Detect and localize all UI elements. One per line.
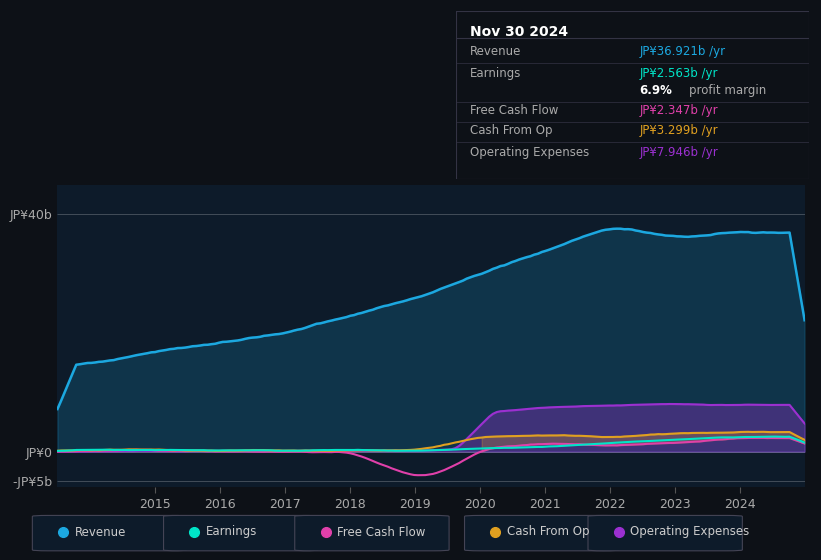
Text: Free Cash Flow: Free Cash Flow: [470, 104, 558, 117]
Text: JP¥2.563b /yr: JP¥2.563b /yr: [640, 67, 718, 80]
FancyBboxPatch shape: [295, 515, 449, 551]
Text: Revenue: Revenue: [470, 45, 521, 58]
Text: Cash From Op: Cash From Op: [507, 525, 589, 539]
Text: 6.9%: 6.9%: [640, 83, 672, 97]
Text: Earnings: Earnings: [470, 67, 521, 80]
Text: JP¥3.299b /yr: JP¥3.299b /yr: [640, 124, 718, 137]
Text: Operating Expenses: Operating Expenses: [631, 525, 750, 539]
FancyBboxPatch shape: [588, 515, 742, 551]
Text: JP¥7.946b /yr: JP¥7.946b /yr: [640, 146, 718, 159]
Text: Nov 30 2024: Nov 30 2024: [470, 25, 568, 39]
Text: Cash From Op: Cash From Op: [470, 124, 553, 137]
FancyBboxPatch shape: [32, 515, 186, 551]
FancyBboxPatch shape: [163, 515, 318, 551]
Text: JP¥2.347b /yr: JP¥2.347b /yr: [640, 104, 718, 117]
Text: profit margin: profit margin: [689, 83, 766, 97]
FancyBboxPatch shape: [465, 515, 619, 551]
Text: Revenue: Revenue: [75, 525, 126, 539]
Text: Operating Expenses: Operating Expenses: [470, 146, 589, 159]
Text: JP¥36.921b /yr: JP¥36.921b /yr: [640, 45, 726, 58]
Text: Earnings: Earnings: [206, 525, 257, 539]
Text: Free Cash Flow: Free Cash Flow: [337, 525, 425, 539]
